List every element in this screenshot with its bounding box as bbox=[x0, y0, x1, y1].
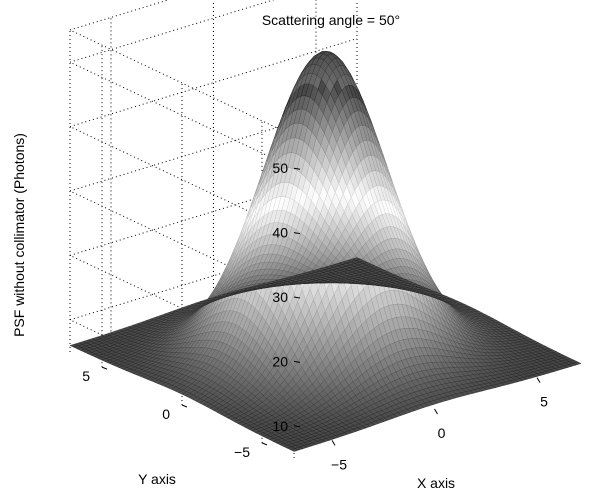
surface-patch bbox=[572, 361, 582, 366]
x-tick-mark bbox=[331, 440, 336, 446]
x-tick-mark bbox=[536, 377, 541, 383]
z-tick-mark bbox=[293, 425, 301, 428]
z-axis-label: PSF without collimator (Photons) bbox=[11, 133, 27, 337]
x-tick-label: 5 bbox=[540, 394, 548, 410]
z-tick-label: 40 bbox=[272, 225, 288, 241]
z-tick-label: 10 bbox=[272, 418, 288, 434]
x-tick-label: −5 bbox=[331, 456, 347, 472]
z-tick-label: 20 bbox=[272, 353, 288, 369]
z-tick-mark bbox=[293, 296, 301, 299]
x-tick-mark bbox=[434, 408, 438, 415]
y-tick-mark bbox=[101, 366, 108, 370]
y-tick-label: −5 bbox=[234, 444, 250, 460]
y-tick-label: 5 bbox=[82, 368, 90, 384]
x-tick-label: 0 bbox=[438, 425, 446, 441]
chart-title: Scattering angle = 50° bbox=[262, 12, 400, 28]
z-tick-label: 30 bbox=[272, 289, 288, 305]
z-tick-label: 50 bbox=[272, 160, 288, 176]
y-axis-label: Y axis bbox=[138, 471, 176, 487]
surface-mesh bbox=[69, 51, 582, 452]
z-tick-mark bbox=[293, 360, 301, 363]
z-tick-mark bbox=[293, 232, 301, 235]
y-tick-label: 0 bbox=[162, 406, 170, 422]
x-axis-label: X axis bbox=[417, 475, 455, 491]
axis-ticks: 10 20 30 40 50 −5 0 5 −5 0 5 bbox=[82, 160, 548, 472]
y-tick-mark bbox=[181, 404, 188, 408]
y-tick-mark bbox=[261, 442, 268, 446]
z-tick-mark bbox=[293, 167, 301, 170]
